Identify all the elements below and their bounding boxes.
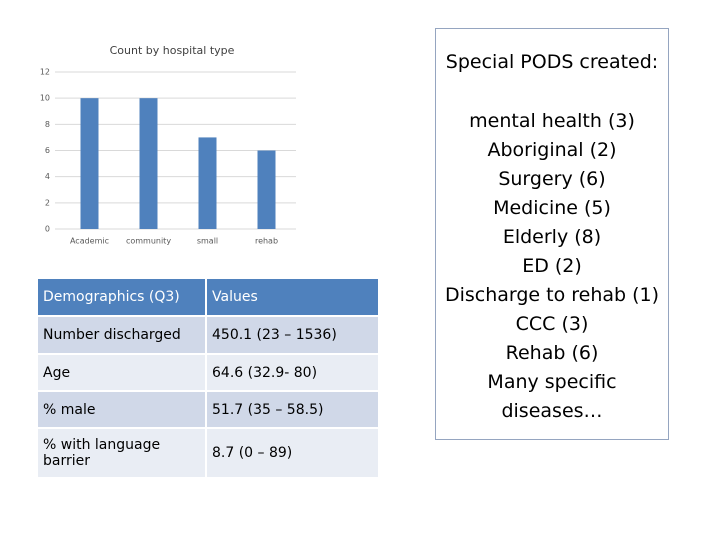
table: Demographics (Q3) Values Number discharged… [38,279,378,479]
table-cell: % male [38,392,205,427]
y-tick-label: 10 [40,94,50,103]
y-tick-label: 4 [45,172,50,181]
list-item: Many specific diseases… [487,371,617,422]
table-cell: 450.1 (23 – 1536) [207,317,378,353]
x-tick-label: small [197,237,218,246]
header-cell: Values [207,279,378,315]
list-item: ED (2) [522,255,582,277]
table-cell: % with language barrier [38,429,205,477]
table-row: Number discharged 450.1 (23 – 1536) [38,317,378,353]
text-box: Special PODS created: mental health (3) A… [435,28,669,440]
list-item: Medicine (5) [493,197,611,219]
header-cell: Demographics (Q3) [38,279,205,315]
table-row: % male 51.7 (35 – 58.5) [38,392,378,427]
list-item: Aboriginal (2) [487,139,617,161]
bar [139,98,158,230]
y-tick-label: 2 [45,198,50,207]
table-header: Demographics (Q3) Values [38,279,378,315]
table-cell: 51.7 (35 – 58.5) [207,392,378,427]
y-tick-label: 0 [45,225,50,234]
table-cell: Age [38,355,205,390]
text-box-title: Special PODS created: [445,51,659,73]
list-item: Surgery (6) [498,168,606,190]
list-item: Discharge to rehab (1) [444,284,660,306]
chart-title: Count by hospital type [110,44,235,57]
list-item: Elderly (8) [502,226,602,248]
bar [257,150,276,229]
list-item: mental health (3) [469,110,635,132]
x-tick-label: Academic [70,237,109,246]
table-row: Age 64.6 (32.9- 80) [38,355,378,390]
table-cell: 8.7 (0 – 89) [207,429,378,477]
table-cell: 64.6 (32.9- 80) [207,355,378,390]
table-cell: Number discharged [38,317,205,353]
bar [80,98,99,230]
y-tick-label: 12 [40,68,50,77]
y-tick-label: 6 [45,146,50,155]
list-item: CCC (3) [515,313,589,335]
bar [198,137,217,229]
y-tick-label: 8 [45,120,50,129]
x-tick-label: rehab [255,237,278,246]
table-row: % with language barrier 8.7 (0 – 89) [38,429,378,477]
x-tick-label: community [126,237,171,246]
list-item: Rehab (6) [505,342,599,364]
chart: Count by hospital type 0 2 4 6 8 10 12 Academic… [40,44,296,246]
